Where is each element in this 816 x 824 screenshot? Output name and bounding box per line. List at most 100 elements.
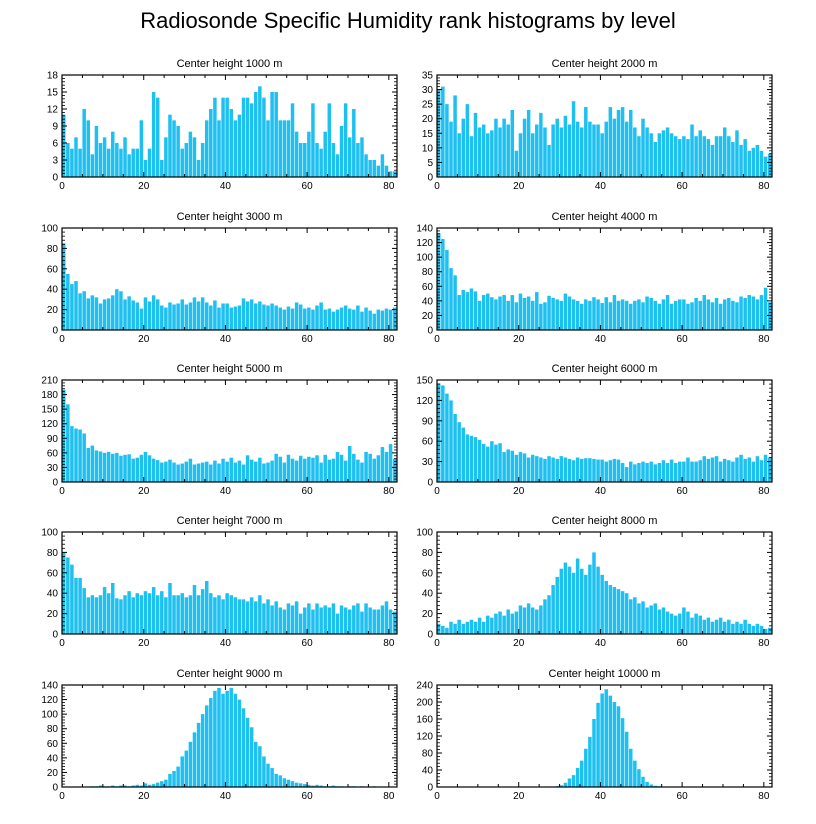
y-tick-label: 40 [47,753,59,764]
bar [286,120,291,177]
bar [78,293,82,330]
bar [559,568,564,634]
bar [694,136,698,177]
bar [641,302,645,330]
bar [649,784,653,787]
x-tick-label: 40 [220,334,232,345]
bar [669,613,674,634]
bar [747,623,751,634]
bar [294,460,299,482]
y-tick-label: 0 [427,478,433,489]
bar [763,156,768,177]
bar [303,143,307,177]
bar [311,309,315,330]
bar [641,601,645,634]
bar [139,785,144,787]
x-tick-label: 0 [59,791,65,802]
bar [335,309,340,330]
bar [94,450,99,482]
bar [102,587,107,634]
bar [731,300,735,330]
bar [661,460,666,482]
bar [86,298,90,330]
bar [763,454,768,482]
y-tick-label: 20 [422,609,434,620]
bar [682,607,686,634]
bar [66,273,70,330]
bar [356,459,360,482]
bar [200,297,205,330]
panel-8: Center height 8000 m 0 20 40 60 80 0 20 40 60 80 10… [416,515,773,649]
bar [372,313,376,330]
bar [151,295,156,330]
bar [620,462,625,482]
bar [755,456,760,482]
bar [343,103,348,177]
bar [143,783,148,787]
bar [164,461,168,482]
bar [751,147,756,177]
y-tick-label: 0 [52,478,58,489]
bar [270,92,274,177]
y-tick-label: 0 [427,326,433,337]
bar [331,311,336,330]
bar [645,781,649,787]
y-tick-label: 5 [427,158,433,169]
panel-title: Center height 1000 m [177,58,283,70]
bar [188,302,193,330]
bar [612,295,617,330]
bar [661,299,666,330]
bar [339,126,344,177]
bar [98,785,103,787]
bar [579,303,584,330]
bar [176,766,180,787]
bar [155,595,160,634]
bar [168,583,172,634]
x-tick-label: 60 [677,791,689,802]
bar [437,623,441,634]
bar [147,455,152,482]
bar [453,275,457,330]
bar [584,299,588,330]
bar [221,458,225,482]
bar [731,461,735,482]
bar [686,139,690,177]
bar [559,127,564,177]
bar [653,464,658,482]
bar [290,308,295,330]
bar [303,607,307,634]
bar [759,625,764,634]
bar [751,296,756,330]
bar [571,101,576,177]
bar [360,137,364,177]
bar [307,131,311,177]
bar [127,154,131,177]
bar [127,296,131,330]
plot-frame [61,227,398,331]
bar [539,457,543,482]
panel-title: Center height 10000 m [549,668,661,680]
bar [449,121,453,177]
bar [82,109,86,177]
plot-frame [436,74,773,178]
bar [698,460,702,482]
bar [315,603,319,634]
bar [343,460,348,482]
bar [290,605,295,634]
bar [506,609,510,634]
bar [254,303,258,330]
bar [315,455,319,482]
bar [70,564,74,634]
bar [588,458,592,482]
bar [698,300,702,330]
bar [673,462,678,482]
bar [477,439,482,482]
y-tick-label: 120 [416,238,433,249]
bar [115,143,119,177]
bar [376,455,381,482]
bar [221,303,225,330]
bar [567,458,572,482]
bar [217,595,221,634]
bar [311,457,315,482]
bar [441,625,445,634]
